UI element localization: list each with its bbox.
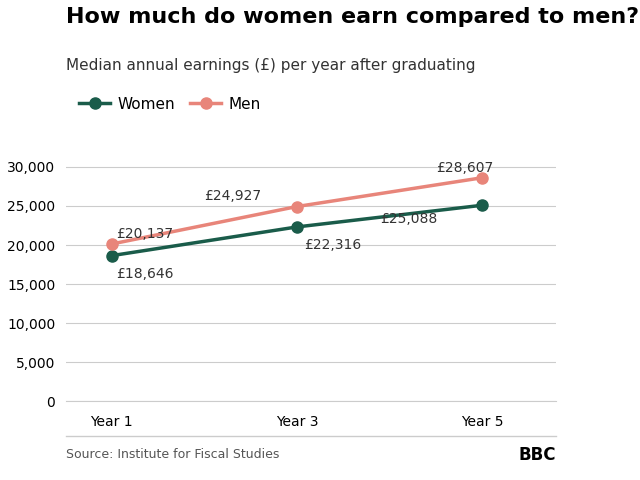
Text: BBC: BBC: [518, 446, 556, 464]
Text: £25,088: £25,088: [380, 212, 437, 226]
Text: How much do women earn compared to men?: How much do women earn compared to men?: [66, 7, 639, 27]
Text: Median annual earnings (£) per year after graduating: Median annual earnings (£) per year afte…: [66, 58, 475, 73]
Text: £22,316: £22,316: [304, 238, 362, 252]
Text: £18,646: £18,646: [116, 267, 174, 281]
Text: Source: Institute for Fiscal Studies: Source: Institute for Fiscal Studies: [66, 448, 279, 461]
Legend: Women, Men: Women, Men: [73, 91, 267, 118]
Text: £28,607: £28,607: [436, 161, 493, 175]
Text: £20,137: £20,137: [116, 227, 173, 241]
Text: £24,927: £24,927: [204, 190, 262, 204]
